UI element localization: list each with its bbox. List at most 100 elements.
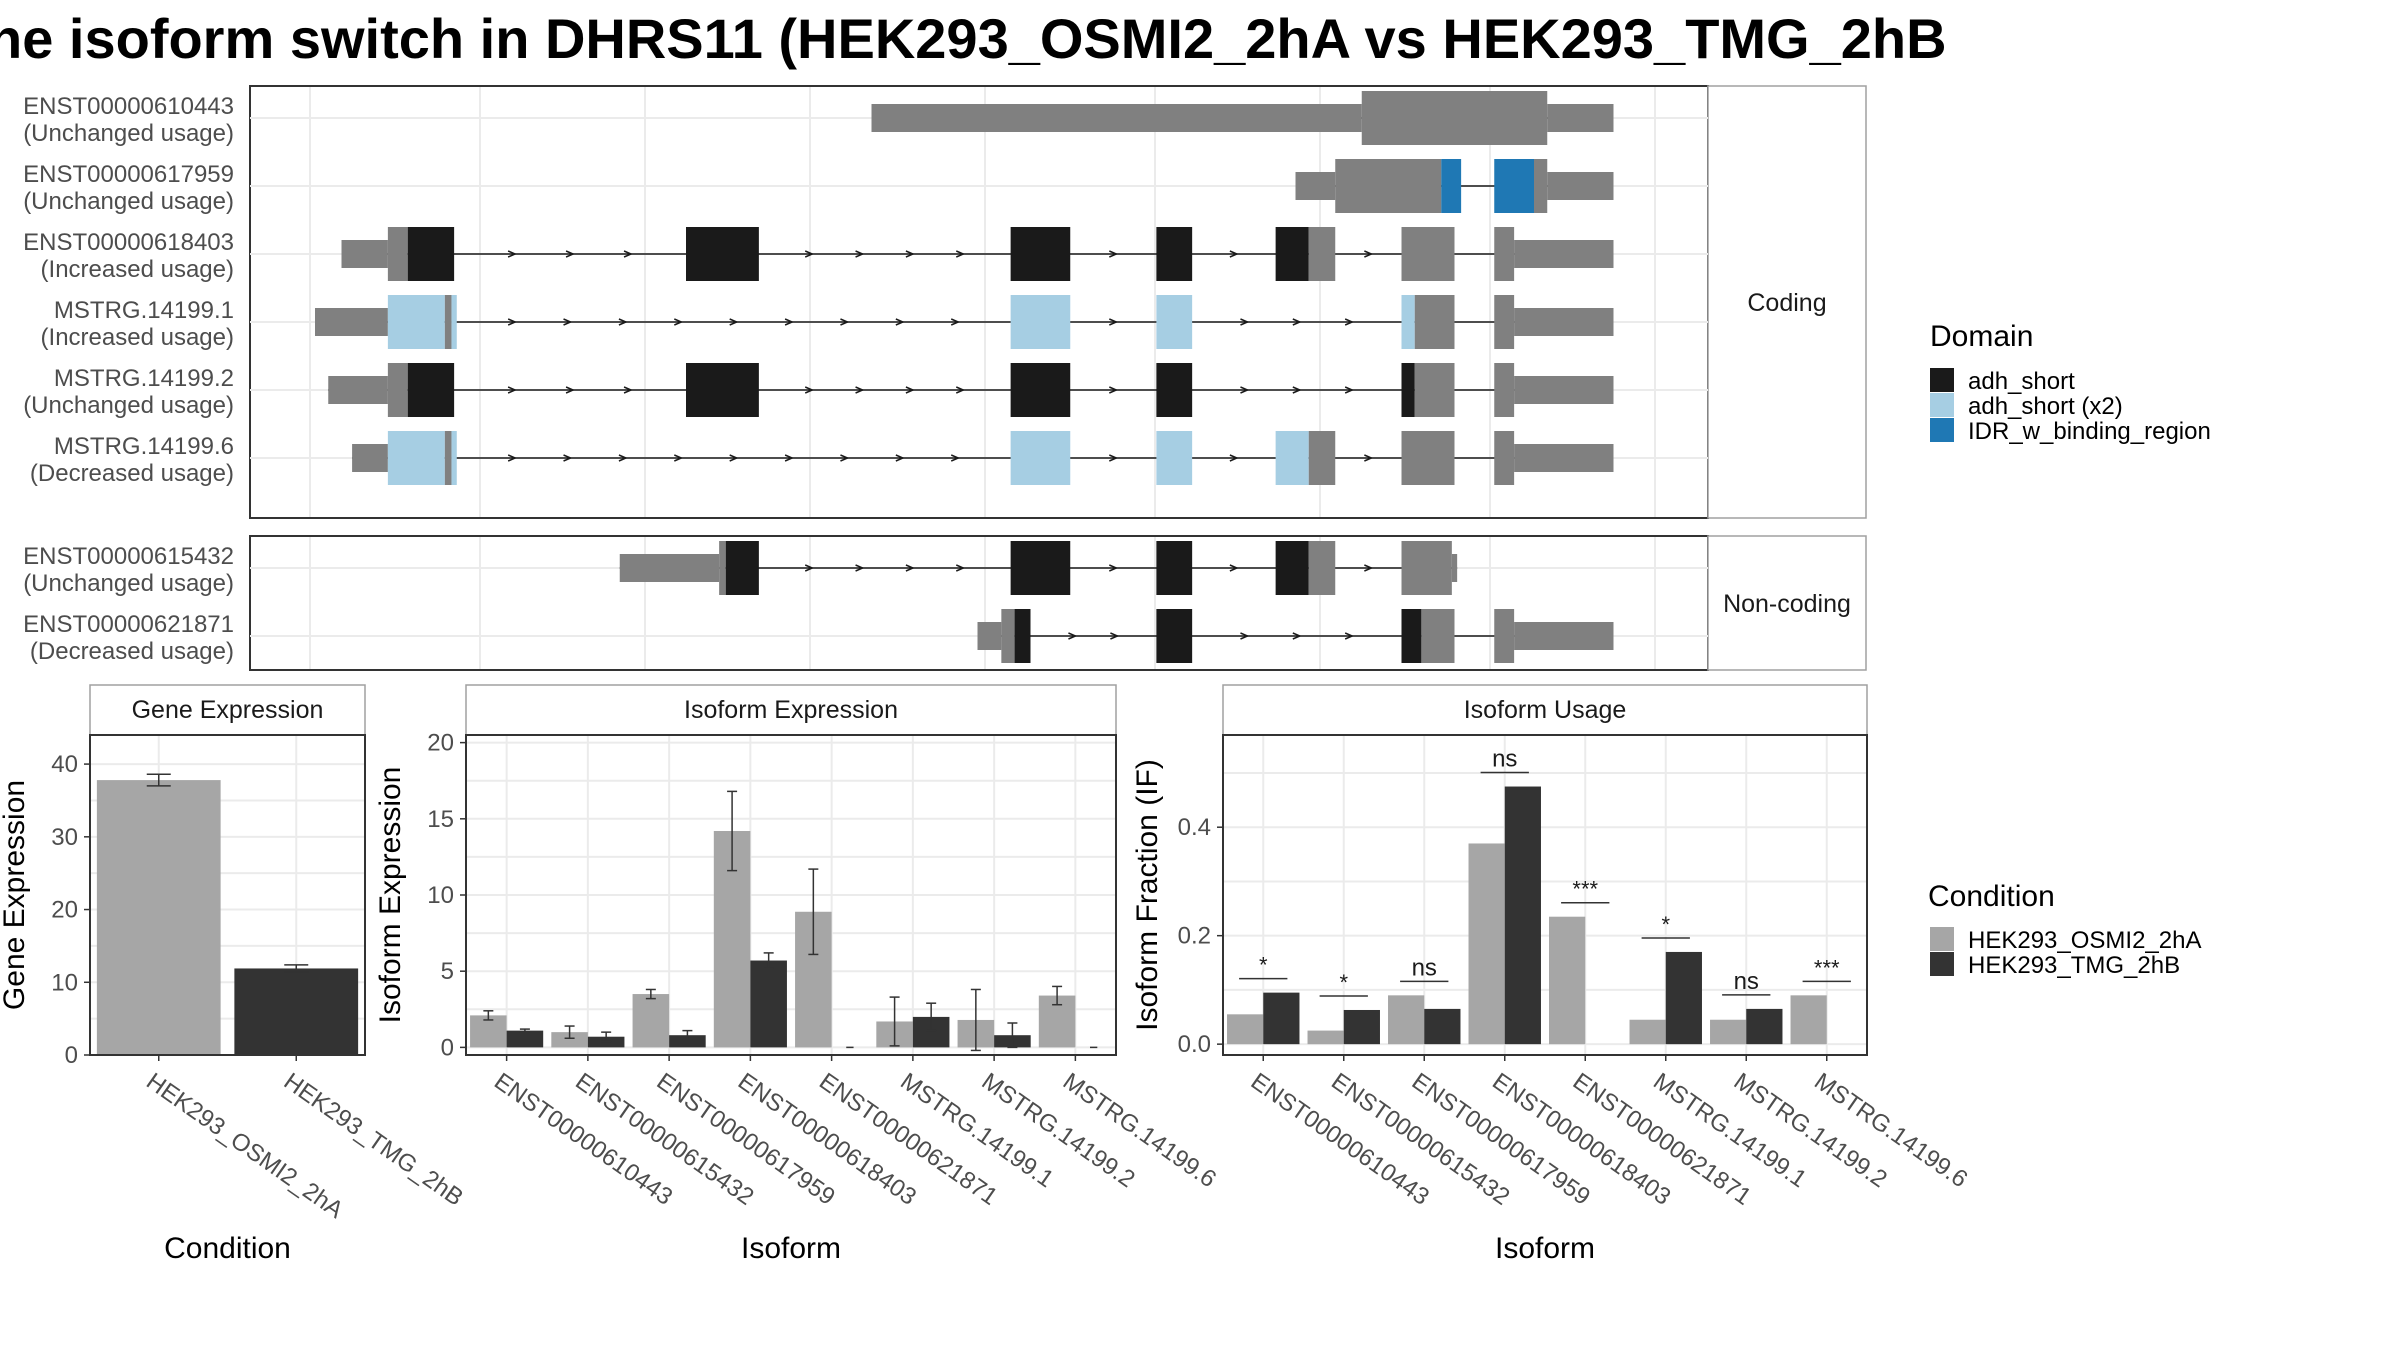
y-tick-label: 0.4 [1178,814,1211,841]
intron-arrow [729,318,739,326]
y-tick-label: 0.2 [1178,923,1211,950]
bar-hek293-osmi2-2ha-enst00000617959 [632,994,670,1048]
intron-arrow [674,454,684,462]
intron-arrow [955,386,966,394]
significance-label: ns [1412,954,1437,981]
exon-cds [1494,295,1515,349]
exon-utr [1451,554,1458,582]
exon-domain-adh-short [1156,227,1193,281]
intron-arrow [1292,318,1302,326]
exon-domain-adh-short-x2 [451,295,457,349]
exon-domain-adh-short [1401,363,1415,417]
intron-arrow [1240,632,1250,640]
intron-arrow [804,564,815,572]
isoform-usage-label: (Unchanged usage) [23,392,234,419]
isoform-id-label: MSTRG.14199.1 [54,297,234,324]
intron-arrow [1344,318,1355,326]
bar-hek293-tmg-2hb-enst00000610443 [506,1030,544,1048]
bar-hek293-tmg-2hb-mstrg-14199-2 [1746,1008,1783,1045]
exon-utr [977,622,1002,650]
legend-label-idr: IDR_w_binding_region [1968,418,2211,445]
chart-strip-label: Gene Expression [132,696,324,724]
legend-label-condition-b: HEK293_TMG_2hB [1968,952,2180,979]
intron-arrow [1109,564,1119,572]
intron-arrow [507,386,517,394]
chart-panel-border [1222,734,1868,1056]
exon-domain-adh-short-x2 [1010,295,1071,349]
intron-arrow [804,386,815,394]
significance-label: ns [1734,968,1759,995]
y-tick-label: 5 [441,958,454,985]
exon-domain-adh-short [407,227,455,281]
bar-hek293-tmg-2hb-mstrg-14199-1 [1665,951,1702,1045]
chart-panel-border [465,734,1117,1056]
intron-arrow [507,454,518,462]
intron-arrow [623,386,633,394]
exon-cds [1335,159,1442,213]
isoform-usage-chart: Isoform Usage0.00.20.4**nsns****ns***ENS… [1131,684,1972,1265]
structure-strip [1707,85,1867,519]
figure-title: he isoform switch in DHRS11 (HEK293_OSMI… [0,7,1947,70]
exon-cds [1494,363,1515,417]
y-axis-title: Isoform Expression [374,767,407,1024]
bar-hek293-osmi2-2ha-enst00000610443 [470,1015,507,1048]
y-tick-label: 15 [427,806,454,833]
intron-arrow [1344,632,1355,640]
significance-label: * [1339,970,1348,995]
exon-domain-adh-short-x2 [1156,295,1193,349]
isoform-usage-label: (Decreased usage) [30,638,234,665]
exon-cds [444,295,452,349]
exon-domain-adh-short-x2 [1010,431,1071,485]
intron-arrow [855,386,865,394]
y-tick-label: 0.0 [1178,1031,1211,1058]
bar-hek293-osmi2-2ha-mstrg-14199-1 [1629,1019,1666,1045]
intron-arrow [895,318,905,326]
exon-domain-adh-short-x2 [1275,431,1309,485]
exon-utr [1514,376,1614,404]
y-tick-label: 0 [441,1034,454,1061]
intron-arrow [1109,318,1119,326]
exon-domain-adh-short-x2 [451,431,457,485]
bar-hek293-osmi2-2ha-mstrg-14199-2 [1710,1019,1747,1045]
exon-cds [1414,295,1455,349]
structure-strip-label: Coding [1747,289,1826,317]
exon-domain-adh-short-x2 [1401,295,1415,349]
isoform-id-label: MSTRG.14199.2 [54,365,234,392]
isoform-id-label: ENST00000615432 [23,543,234,570]
intron-arrow [507,250,517,258]
isoform-id-label: ENST00000610443 [23,93,234,120]
exon-domain-adh-short-x2 [387,295,445,349]
bar-hek293-tmg-2hb [234,968,359,1055]
legend-label-condition-a: HEK293_OSMI2_2hA [1968,927,2201,954]
isoform-usage-label: (Unchanged usage) [23,120,234,147]
intron-arrow [1364,564,1374,572]
legend-label-adh-short: adh_short [1968,368,2075,395]
intron-arrow [1364,250,1374,258]
bar-hek293-osmi2-2ha-enst00000617959 [1388,995,1425,1045]
exon-cds [1494,431,1515,485]
significance-label: *** [1572,877,1598,902]
chart-strip [1222,684,1868,736]
exon-utr [619,554,720,582]
exon-cds [1414,363,1455,417]
bar-hek293-tmg-2hb-enst00000617959 [1424,1008,1461,1045]
bar-hek293-osmi2-2ha-enst00000615432 [551,1032,588,1048]
domain-legend: Domain adh_short adh_short (x2) IDR_w_bi… [1930,320,2211,445]
exon-cds [1308,541,1336,595]
intron-arrow [623,250,633,258]
exon-domain-adh-short [1014,609,1031,663]
chart-panel-border [89,734,366,1056]
exon-utr [871,104,1362,132]
exon-cds [1401,227,1455,281]
legend-swatch-idr [1930,418,1954,442]
exon-domain-adh-short [1156,541,1193,595]
intron-arrow [840,318,850,326]
condition-legend-title: Condition [1928,880,2055,913]
intron-arrow [905,250,915,258]
structure-panel-bg [249,85,1709,519]
exon-cds [1001,609,1015,663]
isoform-usage-label: (Decreased usage) [30,460,234,487]
exon-cds [387,363,408,417]
y-tick-label: 30 [51,824,78,851]
